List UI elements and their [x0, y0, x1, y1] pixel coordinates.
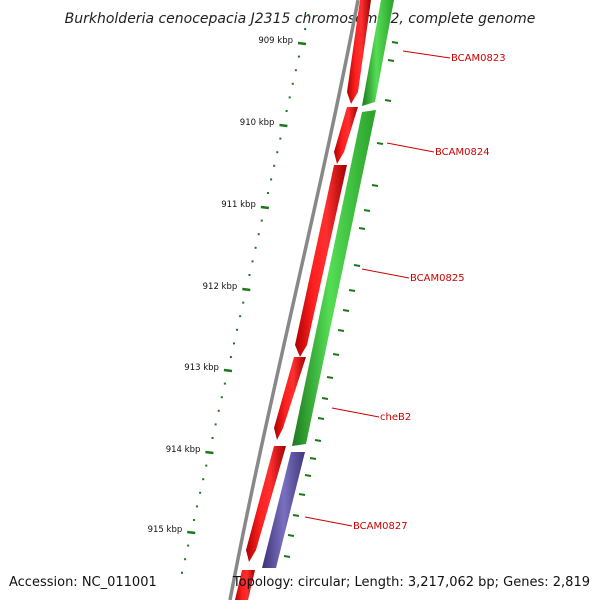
tick-label: 915 kbp	[148, 525, 183, 535]
genome-info-text: Topology: circular; Length: 3,217,062 bp…	[232, 575, 590, 590]
gene-label[interactable]: cheB2	[380, 412, 411, 423]
track-tick	[314, 439, 322, 442]
gene-label[interactable]: BCAM0824	[435, 147, 490, 158]
map-title: Burkholderia cenocepacia J2315 chromosom…	[65, 11, 536, 27]
gene-bcam0827-arrow	[246, 446, 286, 562]
major-tick	[223, 368, 233, 373]
gene-label-leader	[331, 407, 380, 418]
gene-cheb2-arrow	[274, 357, 306, 440]
tick-label: 910 kbp	[240, 118, 275, 128]
track-tick	[317, 417, 325, 420]
track-tick	[321, 397, 329, 400]
minor-tick	[248, 274, 251, 276]
gene-bcam0823-reverse-arrow	[362, 0, 394, 106]
gene-next-forward-arrow	[235, 570, 255, 600]
gene-label-leader	[402, 50, 451, 59]
track-tick	[342, 309, 350, 312]
gene-label[interactable]: BCAM0825	[410, 273, 465, 284]
track-tick	[358, 227, 366, 230]
minor-tick	[181, 571, 184, 574]
minor-tick	[220, 396, 223, 399]
gene-bcam0824-arrow	[334, 107, 358, 164]
minor-tick	[217, 409, 220, 412]
minor-tick	[214, 423, 217, 426]
genome-backbone	[228, 0, 360, 600]
minor-tick	[260, 219, 263, 222]
gene-label-group: BCAM0823 BCAM0824 BCAM0825 cheB2 BCAM0827	[304, 50, 506, 532]
track-tick	[384, 99, 392, 102]
accession-text: Accession: NC_011001	[9, 575, 157, 590]
minor-tick	[232, 342, 235, 345]
track-tick	[292, 514, 300, 517]
position-ruler: 909 kbp 910 kbp 911 kbp 912 kbp 913 kbp 914 k…	[148, 14, 399, 574]
minor-tick	[291, 82, 294, 85]
minor-tick	[205, 464, 208, 467]
track-tick	[371, 184, 379, 187]
minor-tick	[239, 315, 242, 318]
gene-label[interactable]: BCAM0823	[451, 53, 506, 64]
track-tick	[391, 41, 399, 44]
tick-label: 912 kbp	[203, 282, 238, 292]
gene-label-leader	[386, 142, 435, 153]
gene-bcam0825-reverse-arrow	[292, 110, 376, 446]
minor-tick	[254, 246, 257, 249]
track-tick	[309, 457, 317, 460]
minor-tick	[196, 505, 199, 508]
major-tick	[279, 123, 288, 128]
minor-tick	[304, 28, 307, 30]
gene-label-leader	[361, 268, 410, 279]
gene-bcam0825-arrow	[295, 165, 347, 357]
minor-tick	[294, 69, 297, 72]
minor-tick	[307, 14, 310, 16]
minor-tick	[257, 233, 260, 236]
tick-label: 909 kbp	[258, 36, 293, 46]
track-tick	[363, 209, 371, 212]
gene-bcam0827-reverse-arrow	[262, 452, 305, 568]
gene-label-leader	[304, 516, 353, 527]
gene-label[interactable]: BCAM0827	[353, 521, 408, 532]
minor-tick	[199, 491, 202, 494]
track-tick	[283, 555, 291, 558]
minor-tick	[270, 178, 273, 181]
minor-tick	[279, 137, 282, 140]
track-tick	[298, 493, 306, 496]
track-tick	[287, 534, 295, 537]
forward-strand-track	[235, 0, 371, 600]
minor-tick	[211, 437, 214, 439]
track-tick	[387, 59, 395, 62]
major-tick	[242, 287, 251, 292]
minor-tick	[276, 151, 279, 154]
major-tick	[260, 205, 270, 210]
minor-tick	[273, 164, 276, 167]
track-tick	[326, 376, 334, 379]
track-tick	[304, 474, 312, 477]
minor-tick	[288, 96, 291, 99]
tick-label: 913 kbp	[184, 363, 219, 373]
major-tick	[205, 450, 214, 455]
track-tick	[353, 264, 361, 267]
gene-bcam0823-arrow	[347, 0, 371, 104]
minor-tick	[229, 356, 232, 358]
minor-tick	[297, 55, 300, 58]
minor-tick	[285, 110, 288, 112]
minor-tick	[251, 260, 254, 263]
minor-tick	[267, 192, 270, 194]
tick-label: 911 kbp	[221, 200, 256, 210]
minor-tick	[242, 301, 245, 304]
track-tick	[348, 289, 356, 292]
minor-tick	[223, 382, 226, 385]
track-tick	[337, 329, 345, 332]
minor-tick	[184, 558, 187, 561]
track-tick	[376, 142, 384, 145]
tick-label: 914 kbp	[166, 445, 201, 455]
track-tick	[332, 353, 340, 356]
minor-tick	[202, 478, 205, 481]
major-tick	[297, 41, 307, 46]
minor-tick	[187, 544, 190, 547]
major-tick	[187, 530, 196, 535]
minor-tick	[192, 519, 195, 521]
reverse-strand-track	[262, 0, 394, 568]
minor-tick	[236, 328, 239, 331]
